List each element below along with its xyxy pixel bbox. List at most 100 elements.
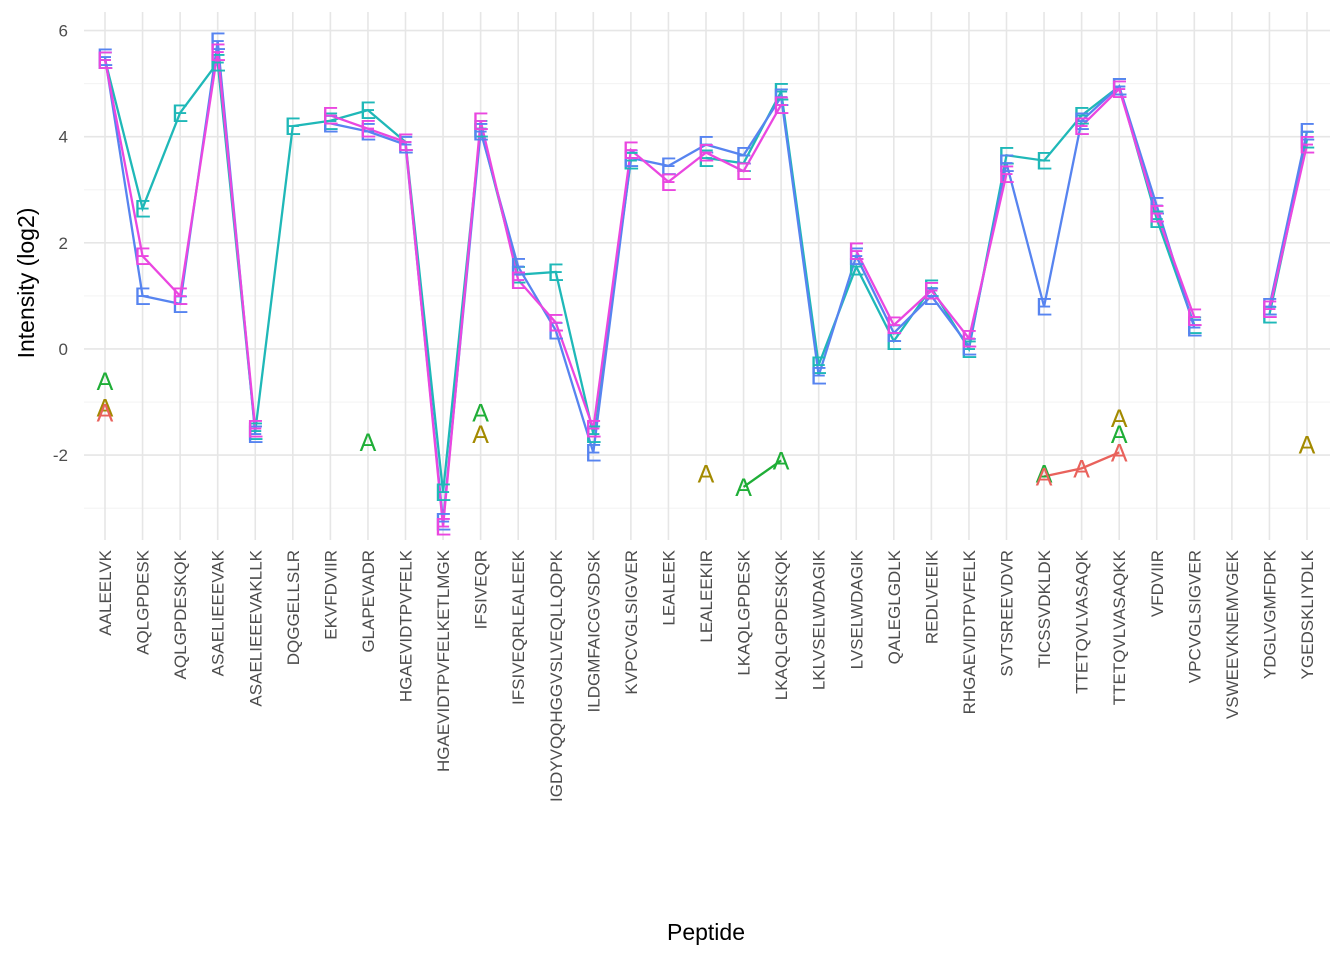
x-tick-label: RHGAEVIDTPVFELK bbox=[960, 549, 979, 714]
data-point-marker: E bbox=[172, 100, 189, 128]
data-point-marker: E bbox=[1111, 73, 1128, 101]
x-tick-label: REDLVEEIK bbox=[922, 549, 941, 644]
data-point-marker: E bbox=[1148, 193, 1165, 221]
series-line bbox=[103, 51, 1309, 527]
data-point-marker: E bbox=[209, 49, 226, 77]
data-point-marker: A bbox=[472, 400, 489, 428]
data-point-marker: E bbox=[848, 243, 865, 271]
data-point-marker: E bbox=[585, 416, 602, 444]
series-line bbox=[1043, 451, 1120, 478]
data-point-marker: E bbox=[1148, 206, 1165, 234]
data-point-marker: A bbox=[1111, 421, 1128, 449]
data-point-marker: E bbox=[134, 283, 151, 311]
data-point-marker: E bbox=[435, 508, 452, 536]
data-point-marker: E bbox=[585, 439, 602, 467]
data-point-marker: E bbox=[698, 145, 715, 173]
x-tick-label: AQLGPDESK bbox=[134, 549, 153, 655]
data-point-marker: E bbox=[247, 416, 264, 444]
data-point-marker: E bbox=[472, 108, 489, 136]
data-point-marker: E bbox=[472, 118, 489, 146]
data-point-marker: E bbox=[773, 84, 790, 112]
data-point-marker: E bbox=[810, 362, 827, 390]
x-tick-label: TTETQVLVASAQK bbox=[1073, 549, 1092, 694]
data-point-marker: E bbox=[510, 267, 527, 295]
x-tick-label: LVSELWDAGIK bbox=[847, 549, 866, 669]
data-point-marker: A bbox=[1036, 461, 1053, 489]
data-point-marker: A bbox=[1299, 431, 1316, 459]
data-point-marker: E bbox=[172, 291, 189, 319]
data-point-marker: E bbox=[360, 116, 377, 144]
data-point-marker: E bbox=[1111, 73, 1128, 101]
data-point-marker: E bbox=[623, 148, 640, 176]
x-tick-label: ASAELIEEEVAKLLK bbox=[246, 549, 265, 706]
data-point-marker: E bbox=[735, 150, 752, 178]
data-point-marker: E bbox=[97, 44, 114, 72]
data-point-marker: A bbox=[1073, 455, 1090, 483]
data-point-marker: E bbox=[284, 113, 301, 141]
x-tick-label: TICSSVDKLDK bbox=[1035, 549, 1054, 668]
data-point-marker: A bbox=[360, 429, 377, 457]
data-point-marker: E bbox=[885, 328, 902, 356]
data-point-marker: A bbox=[773, 447, 790, 475]
data-point-marker: E bbox=[885, 312, 902, 340]
y-axis-title: Intensity (log2) bbox=[13, 208, 39, 359]
x-tick-label: VFDVIIR bbox=[1148, 550, 1167, 617]
data-point-marker: E bbox=[97, 47, 114, 75]
x-tick-label: LEALEEK bbox=[659, 549, 678, 625]
data-point-marker: E bbox=[1299, 132, 1316, 160]
x-tick-label: AALEELVK bbox=[96, 549, 115, 635]
data-point-marker: E bbox=[209, 28, 226, 56]
x-tick-label: IFSIVEQRLEALEEK bbox=[509, 549, 528, 705]
data-point-marker: E bbox=[961, 336, 978, 364]
data-point-marker: E bbox=[1148, 201, 1165, 229]
y-tick-label: 0 bbox=[59, 340, 68, 359]
data-point-marker: E bbox=[623, 145, 640, 173]
plot-grid bbox=[84, 12, 1330, 540]
data-point-marker: E bbox=[885, 320, 902, 348]
data-point-marker: E bbox=[623, 137, 640, 165]
data-point-marker: E bbox=[923, 283, 940, 311]
data-point-marker: E bbox=[735, 158, 752, 186]
data-point-marker: E bbox=[247, 421, 264, 449]
x-tick-label: IFSIVEQR bbox=[472, 550, 491, 629]
x-tick-label: DQGGELLSLR bbox=[284, 550, 303, 665]
data-point-marker: E bbox=[547, 309, 564, 337]
data-point-marker: E bbox=[510, 254, 527, 282]
data-point-marker: E bbox=[1186, 304, 1203, 332]
data-point-marker: E bbox=[134, 195, 151, 223]
x-axis-ticks: AALEELVK AQLGPDESK AQLGPDESKQK ASAELIEEEVAK… bbox=[96, 549, 1317, 802]
data-point-marker: E bbox=[1186, 312, 1203, 340]
data-point-marker: E bbox=[397, 129, 414, 157]
data-point-marker: E bbox=[360, 118, 377, 146]
data-point-marker: E bbox=[1073, 113, 1090, 141]
x-tick-label: ASAELIEEEVAK bbox=[209, 549, 228, 676]
data-point-marker: E bbox=[998, 150, 1015, 178]
y-tick-label: 4 bbox=[59, 128, 68, 147]
data-point-marker: E bbox=[1261, 294, 1278, 322]
x-tick-label: YDGLVGMFDPK bbox=[1260, 549, 1279, 679]
data-point-marker: E bbox=[961, 325, 978, 353]
data-point-marker: A bbox=[735, 474, 752, 502]
data-point-marker: E bbox=[1261, 296, 1278, 324]
data-point-marker: E bbox=[998, 161, 1015, 189]
data-point-marker: E bbox=[848, 238, 865, 266]
x-tick-label: HGAEVIDTPVFELKETLMGK bbox=[434, 549, 453, 772]
data-point-marker: E bbox=[134, 243, 151, 271]
data-point-marker: E bbox=[1036, 294, 1053, 322]
x-tick-label: SVTSREEVDVR bbox=[998, 550, 1017, 677]
y-tick-label: -2 bbox=[53, 446, 68, 465]
data-point-marker: E bbox=[1186, 315, 1203, 343]
data-point-marker: E bbox=[923, 275, 940, 303]
data-point-marker: E bbox=[961, 333, 978, 361]
data-point-marker: A bbox=[698, 461, 715, 489]
data-point-marker: E bbox=[547, 259, 564, 287]
data-point-marker: E bbox=[97, 47, 114, 75]
x-tick-label: LKAQLGPDESKQK bbox=[772, 549, 791, 700]
data-point-marker: E bbox=[660, 153, 677, 181]
x-tick-label: KVPCVGLSIGVER bbox=[622, 550, 641, 695]
data-point-marker: A bbox=[1111, 439, 1128, 467]
data-point-marker: A bbox=[97, 368, 114, 396]
data-point-marker: E bbox=[660, 169, 677, 197]
data-point-marker: E bbox=[1036, 148, 1053, 176]
